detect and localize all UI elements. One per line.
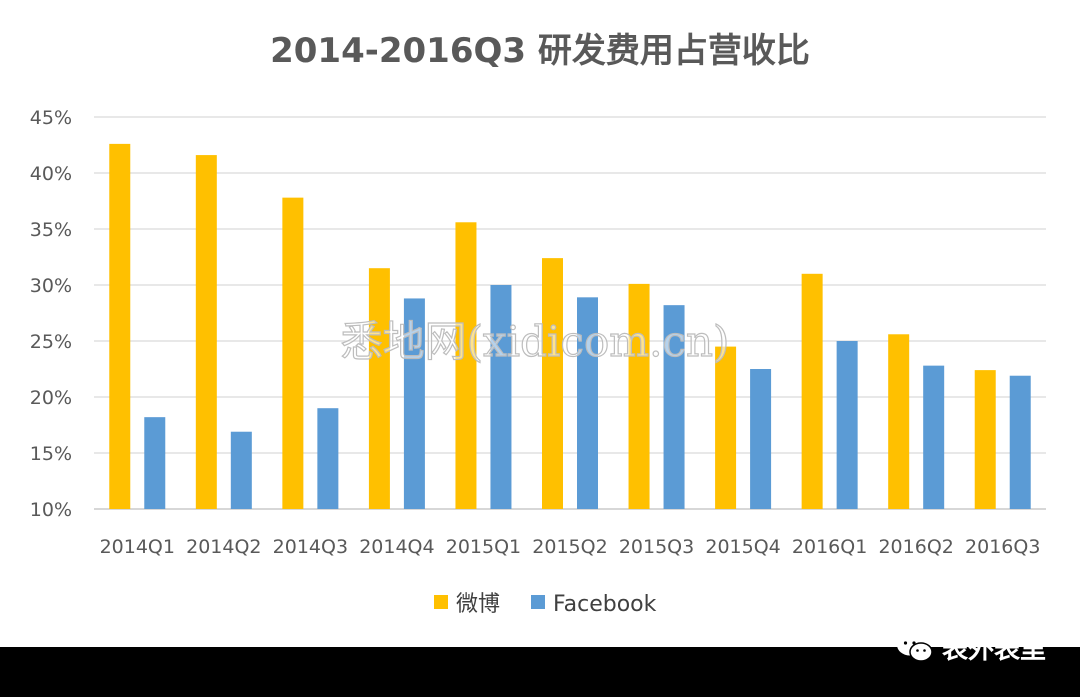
bars: [109, 143, 1031, 509]
bar-facebook-2014Q3: [317, 408, 339, 509]
y-tick-label: 45%: [30, 107, 72, 129]
y-tick-label: 20%: [30, 387, 72, 409]
x-tick-label: 2014Q2: [186, 536, 261, 558]
x-tick-label: 2015Q4: [705, 536, 780, 558]
x-tick-label: 2016Q1: [792, 536, 867, 558]
bar-facebook-2016Q3: [1009, 375, 1031, 509]
bar-weibo-2016Q1: [801, 273, 823, 509]
y-tick-label: 10%: [30, 499, 72, 521]
y-tick-label: 15%: [30, 443, 72, 465]
bar-facebook-2014Q4: [403, 298, 425, 509]
bar-weibo-2014Q4: [368, 268, 390, 509]
gridlines: [94, 116, 1046, 510]
x-tick-label: 2014Q3: [273, 536, 348, 558]
chart: 2014-2016Q3 研发费用占营收比 10% 15% 20% 25% 30% 35% 4…: [30, 31, 1046, 617]
brand-name: 表外表里: [941, 635, 1046, 665]
bar-weibo-2014Q2: [195, 155, 217, 509]
y-tick-label: 30%: [30, 275, 72, 297]
bar-facebook-2015Q2: [577, 297, 598, 509]
bar-facebook-2014Q1: [144, 417, 166, 509]
brand: 表外表里: [896, 629, 1046, 666]
x-tick-label: 2016Q2: [878, 536, 953, 558]
legend-label-facebook: Facebook: [553, 592, 657, 617]
bar-weibo-2015Q4: [715, 346, 737, 509]
bottom-bar: [0, 647, 1080, 697]
watermark: 悉地网(xidicom.cn): [341, 317, 730, 366]
x-tick-label: 2016Q3: [965, 536, 1040, 558]
y-axis-ticks: 10% 15% 20% 25% 30% 35% 40% 45%: [30, 107, 72, 521]
bar-weibo-2016Q3: [974, 370, 996, 509]
bar-weibo-2014Q3: [282, 197, 304, 509]
y-tick-label: 35%: [30, 219, 72, 241]
wechat-icon: [896, 634, 933, 662]
bar-weibo-2014Q1: [109, 143, 131, 509]
y-tick-label: 25%: [30, 331, 72, 353]
bar-weibo-2015Q2: [542, 258, 563, 509]
legend: 微博 Facebook: [434, 592, 657, 617]
bar-facebook-2016Q2: [923, 365, 945, 509]
bar-facebook-2015Q3: [663, 305, 685, 509]
x-axis-ticks: 2014Q1 2014Q2 2014Q3 2014Q4 2015Q1 2015Q2 2015…: [100, 536, 1041, 558]
x-tick-label: 2015Q3: [619, 536, 694, 558]
bar-facebook-2016Q1: [836, 341, 858, 509]
x-tick-label: 2015Q2: [532, 536, 607, 558]
legend-swatch-weibo: [434, 595, 448, 609]
bar-weibo-2016Q2: [888, 334, 910, 509]
chart-title: 2014-2016Q3 研发费用占营收比: [270, 31, 810, 71]
bar-facebook-2015Q1: [490, 285, 512, 509]
x-tick-label: 2014Q4: [359, 536, 434, 558]
bar-weibo-2015Q3: [628, 283, 650, 509]
bar-weibo-2015Q1: [455, 222, 477, 509]
legend-swatch-facebook: [531, 595, 545, 609]
bar-facebook-2015Q4: [750, 369, 772, 509]
x-tick-label: 2014Q1: [100, 536, 175, 558]
y-tick-label: 40%: [30, 163, 72, 185]
x-tick-label: 2015Q1: [446, 536, 521, 558]
bar-facebook-2014Q2: [230, 431, 252, 509]
legend-label-weibo: 微博: [456, 592, 500, 617]
